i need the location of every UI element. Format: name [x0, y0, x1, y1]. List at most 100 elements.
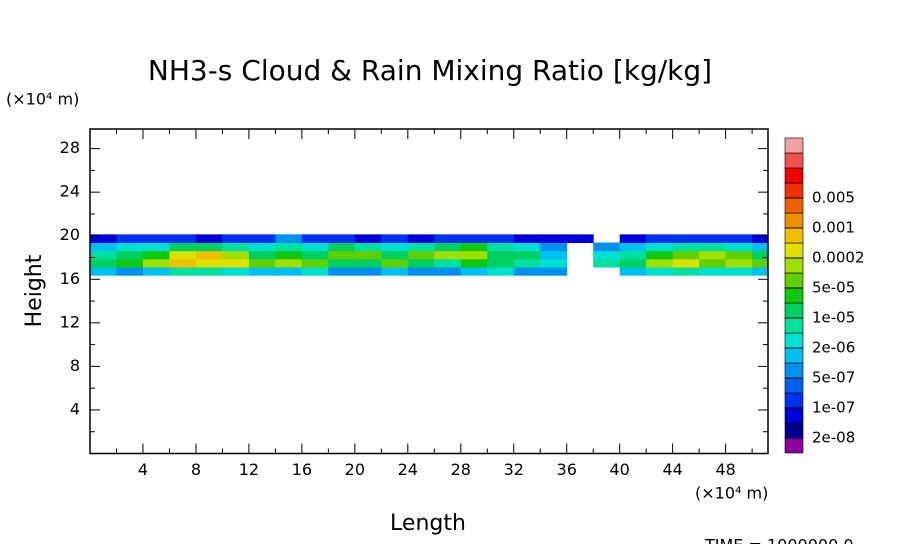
- cell: [90, 234, 117, 244]
- cell: [142, 250, 170, 260]
- colorbar-box: [784, 302, 804, 319]
- cell: [646, 258, 674, 268]
- cell: [513, 267, 541, 276]
- cell: [407, 258, 435, 268]
- colorbar-box: [784, 272, 804, 289]
- x-tick-label: 48: [715, 460, 735, 479]
- cell: [699, 258, 727, 268]
- x-tick-label: 20: [345, 460, 365, 479]
- x-tick-label: 40: [610, 460, 630, 479]
- cell: [90, 267, 117, 276]
- colorbar-box: [784, 197, 804, 214]
- cell: [222, 234, 250, 244]
- cell: [434, 250, 462, 260]
- x-tick-label: 28: [451, 460, 471, 479]
- cell: [619, 234, 647, 244]
- cell: [301, 242, 329, 252]
- x-tick-label: 24: [398, 460, 418, 479]
- cell: [619, 250, 647, 260]
- cell: [725, 250, 753, 260]
- cell: [513, 242, 541, 252]
- cell: [646, 242, 674, 252]
- cell: [672, 242, 700, 252]
- cell: [142, 258, 170, 268]
- colorbar-box: [784, 287, 804, 304]
- cell: [301, 250, 329, 260]
- colorbar-label: 0.005: [812, 189, 855, 207]
- cell: [407, 234, 435, 244]
- cells: [90, 234, 768, 276]
- cell: [301, 258, 329, 268]
- chart-title: NH3-s Cloud & Rain Mixing Ratio [kg/kg]: [148, 54, 712, 87]
- cell: [619, 267, 647, 276]
- colorbar-box: [784, 362, 804, 379]
- cell: [540, 267, 568, 276]
- cell: [460, 250, 488, 260]
- cell: [169, 267, 197, 276]
- cell: [354, 234, 382, 244]
- cell: [328, 242, 356, 252]
- y-tick-label: 8: [70, 356, 80, 375]
- cell: [725, 267, 753, 276]
- colorbar-box: [784, 332, 804, 349]
- cell: [646, 234, 674, 244]
- cell: [752, 242, 768, 252]
- cell: [699, 267, 727, 276]
- cell: [328, 234, 356, 244]
- colorbar-box: [784, 317, 804, 334]
- y-tick-label: 20: [60, 225, 80, 244]
- cell: [540, 258, 568, 268]
- cell: [672, 250, 700, 260]
- cell: [275, 250, 303, 260]
- y-tick-label: 12: [60, 312, 80, 331]
- cell: [434, 267, 462, 276]
- cell: [752, 258, 768, 268]
- cell: [90, 258, 117, 268]
- x-tick-label: 36: [557, 460, 577, 479]
- cell: [381, 242, 409, 252]
- colorbar-box: [784, 392, 804, 409]
- cell: [90, 250, 117, 260]
- cell: [672, 267, 700, 276]
- colorbar-box: [784, 212, 804, 229]
- colorbar-box: [784, 437, 804, 454]
- colorbar-box: [784, 227, 804, 244]
- cell: [328, 258, 356, 268]
- cell: [222, 250, 250, 260]
- cell: [699, 242, 727, 252]
- cell: [619, 242, 647, 252]
- cell: [248, 250, 276, 260]
- colorbar-box: [784, 182, 804, 199]
- cell: [275, 267, 303, 276]
- y-tick-label: 16: [60, 269, 80, 288]
- cell: [460, 267, 488, 276]
- cell: [142, 234, 170, 244]
- cell: [752, 234, 768, 244]
- x-tick-label: 44: [662, 460, 682, 479]
- cell: [354, 250, 382, 260]
- cell: [434, 234, 462, 244]
- cell: [195, 234, 223, 244]
- cell: [275, 258, 303, 268]
- cell: [407, 267, 435, 276]
- cell: [752, 250, 768, 260]
- cell: [487, 234, 515, 244]
- y-tick-label: 4: [70, 399, 80, 418]
- cell: [725, 242, 753, 252]
- x-tick-label: 32: [504, 460, 524, 479]
- cell: [169, 234, 197, 244]
- cell: [169, 250, 197, 260]
- cell: [566, 234, 594, 244]
- x-tick-label: 16: [292, 460, 312, 479]
- cell: [116, 234, 144, 244]
- colorbar-label: 0.001: [812, 219, 855, 237]
- colorbar-label: 2e-08: [812, 429, 855, 447]
- cell: [222, 258, 250, 268]
- cell: [460, 242, 488, 252]
- cell: [248, 242, 276, 252]
- x-axis-label: Length: [390, 511, 466, 536]
- cell: [407, 242, 435, 252]
- cell: [169, 258, 197, 268]
- colorbar-box: [784, 137, 804, 154]
